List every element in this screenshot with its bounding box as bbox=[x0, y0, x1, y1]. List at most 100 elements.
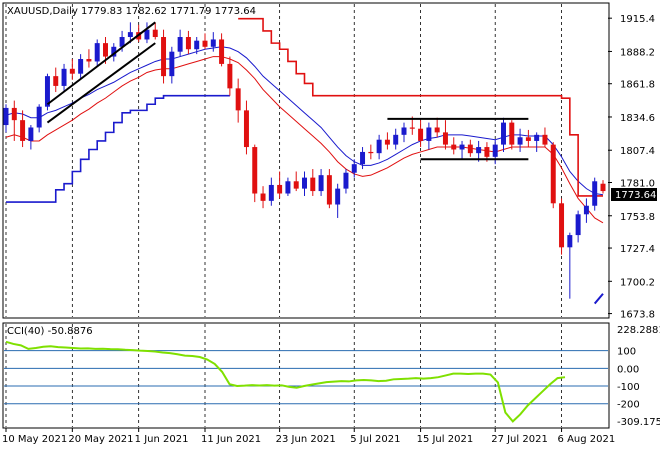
moving-average-line bbox=[6, 94, 230, 203]
candle-body bbox=[501, 122, 506, 145]
candle-body bbox=[467, 144, 473, 154]
candle-body bbox=[219, 39, 225, 64]
candle-body bbox=[509, 122, 515, 145]
moving-average-line bbox=[238, 17, 603, 197]
candle-body bbox=[376, 139, 382, 154]
candle-body bbox=[310, 177, 316, 192]
candle-body bbox=[302, 177, 307, 189]
candle-body bbox=[53, 76, 59, 86]
candle-body bbox=[525, 137, 531, 141]
candle-body bbox=[293, 181, 299, 189]
time-tick-label: 10 May 2021 bbox=[2, 434, 67, 445]
candle-body bbox=[476, 147, 482, 154]
time-tick-label: 5 Jul 2021 bbox=[350, 434, 400, 445]
main-panel-frame bbox=[2, 2, 610, 319]
candle-body bbox=[3, 107, 9, 126]
candle-body bbox=[202, 40, 208, 47]
candle-body bbox=[368, 151, 374, 154]
candle-body bbox=[260, 193, 266, 201]
price-tick-label: 1915.4 bbox=[620, 14, 655, 25]
candle-body bbox=[583, 205, 589, 215]
candle-body bbox=[119, 37, 125, 47]
candle-body bbox=[575, 214, 581, 236]
candle-body bbox=[343, 172, 349, 189]
candle-body bbox=[351, 164, 357, 173]
cci-max-label: 228.2881 bbox=[617, 325, 660, 336]
candle-body bbox=[418, 128, 424, 141]
candle-body bbox=[127, 32, 133, 38]
candle-body bbox=[451, 144, 457, 150]
time-tick-label: 15 Jul 2021 bbox=[417, 434, 474, 445]
candle-body bbox=[360, 151, 366, 165]
candle-body bbox=[326, 175, 332, 205]
cci-axis: 100 0.00 -100 -200 228.2881 -309.1755 bbox=[617, 325, 660, 428]
candle-body bbox=[409, 127, 415, 129]
cci-level-label: 0.00 bbox=[617, 364, 639, 375]
candle-body bbox=[492, 144, 498, 157]
price-tick-label: 1700.2 bbox=[620, 277, 655, 288]
candle-body bbox=[111, 46, 117, 57]
candle-body bbox=[44, 76, 50, 107]
candle-body bbox=[268, 184, 274, 201]
candle-body bbox=[401, 127, 407, 135]
candle-body bbox=[426, 127, 432, 141]
candle-body bbox=[210, 39, 216, 47]
candle-body bbox=[567, 235, 573, 248]
cci-level-label: -200 bbox=[617, 400, 640, 411]
time-tick-label: 20 May 2021 bbox=[68, 434, 133, 445]
candle-body bbox=[243, 110, 249, 148]
cci-line bbox=[5, 340, 566, 423]
candle-body bbox=[517, 137, 523, 145]
channel-drawing bbox=[46, 42, 156, 124]
channel-drawing bbox=[46, 21, 156, 106]
price-label: 1773.64 bbox=[615, 190, 656, 201]
candle-body bbox=[542, 134, 548, 145]
candle-body bbox=[285, 181, 291, 194]
candle-body bbox=[393, 134, 399, 145]
price-label-bg bbox=[611, 188, 657, 201]
cci-series-line bbox=[5, 340, 566, 423]
price-tick-label: 1781.0 bbox=[620, 179, 655, 190]
candle-body bbox=[235, 88, 241, 111]
time-tick-label: 11 Jun 2021 bbox=[201, 434, 261, 445]
cci-panel-frame bbox=[2, 322, 610, 429]
price-tick-label: 1861.8 bbox=[620, 80, 655, 91]
candle-body bbox=[194, 40, 200, 50]
candle-body bbox=[78, 59, 84, 74]
price-tick-label: 1807.4 bbox=[620, 146, 655, 157]
candle-body bbox=[384, 139, 390, 145]
price-tick-label: 1753.8 bbox=[620, 212, 655, 223]
candle-body bbox=[442, 132, 448, 145]
candle-body bbox=[227, 63, 233, 89]
drawings bbox=[46, 21, 604, 305]
candle-body bbox=[277, 184, 283, 194]
candle-body bbox=[434, 127, 440, 133]
price-tick-label: 1834.6 bbox=[620, 113, 655, 124]
candle-body bbox=[318, 175, 324, 192]
candle-body bbox=[28, 127, 34, 141]
candle-body bbox=[169, 51, 175, 77]
cci-level-label: -100 bbox=[617, 382, 640, 393]
candle-body bbox=[185, 37, 191, 50]
candle-body bbox=[144, 29, 150, 40]
candle-body bbox=[94, 43, 100, 62]
price-axis: 1915.4 1888.2 1861.8 1834.6 1807.4 1781.0 1753… bbox=[608, 14, 655, 321]
cci-level-label: 100 bbox=[617, 347, 636, 358]
segment-drawing bbox=[593, 293, 604, 305]
price-tick-label: 1888.2 bbox=[620, 47, 655, 58]
time-tick-label: 27 Jul 2021 bbox=[491, 434, 548, 445]
candles bbox=[3, 22, 606, 299]
candle-body bbox=[484, 147, 490, 157]
candle-body bbox=[103, 43, 108, 57]
candle-body bbox=[152, 29, 158, 38]
candle-body bbox=[600, 183, 606, 192]
candle-body bbox=[335, 188, 341, 205]
candle-body bbox=[534, 134, 540, 141]
candle-body bbox=[69, 68, 75, 74]
candle-body bbox=[20, 120, 26, 141]
cci-header: CCI(40) -50.8876 bbox=[7, 326, 93, 337]
cci-min-label: -309.1755 bbox=[617, 417, 660, 428]
candle-body bbox=[592, 181, 598, 206]
